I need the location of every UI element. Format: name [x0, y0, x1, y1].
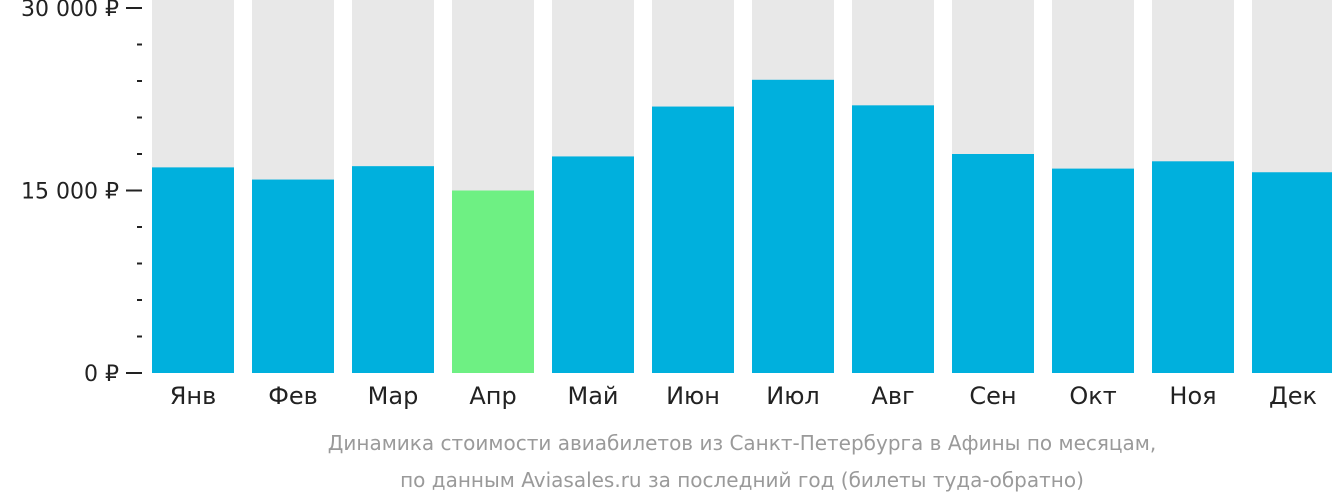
bar-9 — [952, 154, 1034, 373]
y-tick-label: 30 000 ₽ — [21, 0, 119, 22]
bar-5 — [552, 156, 634, 373]
x-tick-label: Янв — [170, 382, 217, 410]
chart-caption-line-1: Динамика стоимости авиабилетов из Санкт-… — [327, 431, 1157, 455]
bar-4 — [452, 190, 534, 373]
bar-12 — [1252, 172, 1332, 373]
bar-1 — [152, 167, 234, 373]
bar-10 — [1052, 168, 1134, 373]
bar-11 — [1152, 161, 1234, 373]
bar-6 — [652, 106, 734, 374]
x-tick-label: Июл — [766, 382, 820, 410]
bar-8 — [852, 105, 934, 373]
bar-3 — [352, 166, 434, 373]
bar-7 — [752, 79, 834, 374]
y-tick-label: 15 000 ₽ — [21, 180, 119, 205]
x-tick-label: Апр — [469, 382, 516, 410]
x-tick-label: Авг — [871, 382, 914, 410]
x-tick-label: Сен — [969, 382, 1016, 410]
x-tick-label: Май — [567, 382, 618, 410]
bars — [152, 79, 1332, 374]
x-tick-label: Дек — [1269, 382, 1317, 410]
x-axis: Янв Фев Мар Апр Май Июн Июл Авг Сен Окт Ноя Дек — [170, 382, 1317, 410]
x-tick-label: Ноя — [1169, 382, 1216, 410]
y-axis: 0 ₽ 15 000 ₽ 30 000 ₽ — [21, 0, 142, 387]
x-tick-label: Мар — [368, 382, 419, 410]
y-tick-label: 0 ₽ — [84, 362, 119, 387]
x-tick-label: Июн — [666, 382, 720, 410]
chart-caption-line-2: по данным Aviasales.ru за последний год … — [400, 468, 1084, 492]
bar-chart: 0 ₽ 15 000 ₽ 30 000 ₽ Янв Фев Мар Апр Май Июн Ию… — [21, 0, 1332, 410]
x-tick-label: Окт — [1069, 382, 1116, 410]
x-tick-label: Фев — [268, 382, 318, 410]
bar-2 — [252, 179, 334, 373]
